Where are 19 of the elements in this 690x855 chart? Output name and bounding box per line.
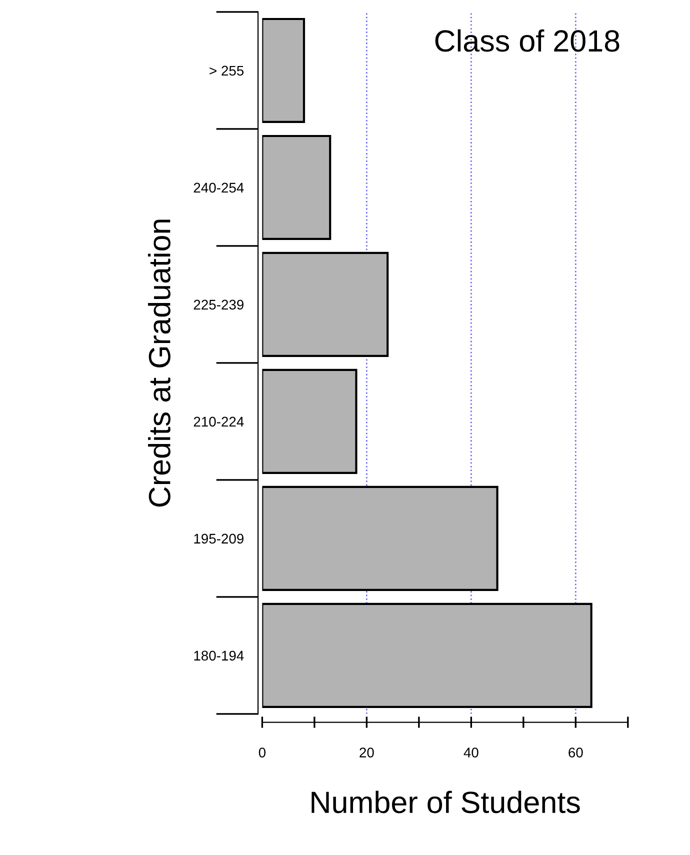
y-tick-label: 180-194 (194, 650, 244, 661)
bar (262, 486, 498, 591)
bar (262, 252, 389, 357)
y-tick-label: > 255 (210, 66, 244, 76)
bar (262, 602, 592, 708)
y-tick-label: 210-224 (194, 416, 244, 427)
annotation: Class of 2018 (435, 29, 620, 52)
y-tick-label: 195-209 (194, 534, 244, 544)
x-tick-label: 60 (568, 748, 583, 758)
y-tick-label: 225-239 (194, 300, 244, 310)
x-tick-label: 0 (258, 748, 266, 758)
bar (262, 18, 306, 123)
y-tick-label: 240-254 (194, 182, 244, 193)
x-tick-label: 20 (360, 748, 374, 758)
x-tick-label: 40 (464, 748, 478, 758)
bar (262, 134, 332, 240)
y-axis-title: Credits at Graduation (148, 220, 170, 507)
bar (262, 368, 358, 474)
x-axis-title: Number of Students (312, 790, 580, 814)
